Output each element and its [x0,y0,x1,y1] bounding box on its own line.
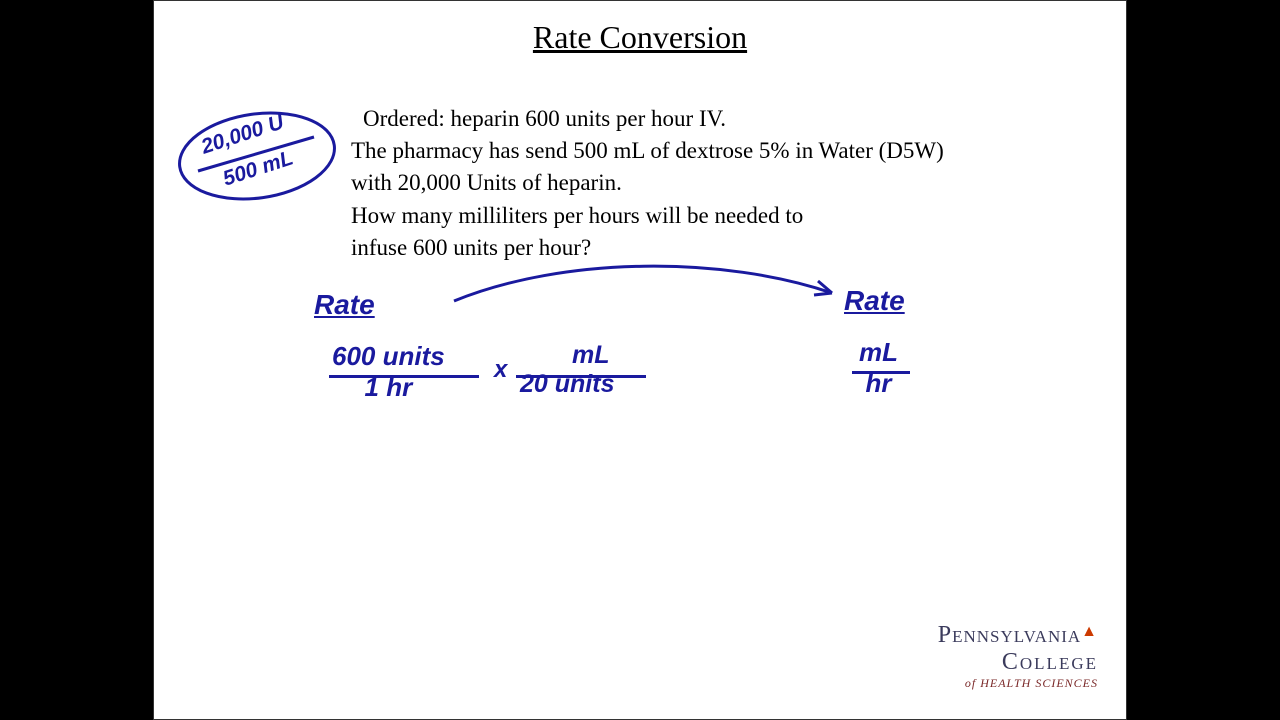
fraction-given-rate: 600 units 1 hr [332,341,445,403]
fraction1-numerator: 600 units [332,341,445,372]
rate-label-left: Rate [314,289,375,321]
fraction-result-line [852,371,910,374]
logo-line-1: Pennsylvania▲ [938,622,1098,649]
fraction2-line [516,375,646,378]
fraction1-line [329,375,479,378]
fraction2-numerator: mL [520,341,614,370]
result-numerator: mL [859,337,898,368]
multiply-symbol: x [494,356,507,384]
fraction-result: mL hr [859,337,898,399]
problem-line-5: infuse 600 units per hour? [351,232,991,264]
institution-logo: Pennsylvania▲ College of HEALTH SCIENCES [938,622,1098,691]
problem-line-3: with 20,000 Units of heparin. [351,167,991,199]
flame-icon: ▲ [1081,623,1098,640]
logo-line-3: of HEALTH SCIENCES [938,676,1098,691]
circled-concentration-note: 20,000 U 500 mL [172,101,342,211]
problem-line-1: Ordered: heparin 600 units per hour IV. [351,103,991,135]
rate-label-right: Rate [844,285,905,317]
whiteboard: Rate Conversion Ordered: heparin 600 uni… [153,0,1127,720]
logo-line-2: College [938,649,1098,676]
page-title: Rate Conversion [533,19,747,56]
problem-line-4: How many milliliters per hours will be n… [351,200,991,232]
problem-line-2: The pharmacy has send 500 mL of dextrose… [351,135,991,167]
conversion-arrow-icon [444,261,854,331]
problem-statement: Ordered: heparin 600 units per hour IV. … [351,103,991,264]
fraction-conversion: mL 20 units [520,341,614,399]
